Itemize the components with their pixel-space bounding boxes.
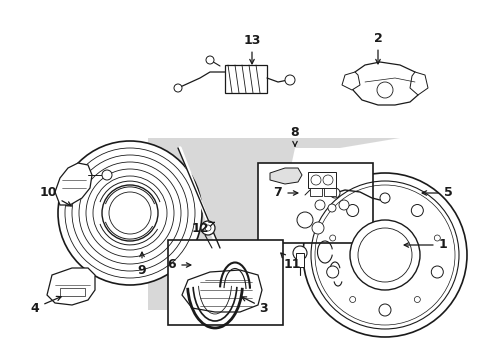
Text: 11: 11	[280, 253, 300, 271]
Circle shape	[204, 225, 210, 231]
Circle shape	[58, 141, 202, 285]
Text: 1: 1	[404, 238, 447, 252]
Polygon shape	[409, 72, 427, 95]
Polygon shape	[55, 163, 92, 205]
Circle shape	[381, 197, 387, 203]
Circle shape	[433, 235, 439, 241]
Bar	[258, 163, 372, 243]
Polygon shape	[341, 72, 359, 90]
Text: 8: 8	[290, 126, 299, 146]
Circle shape	[379, 193, 389, 203]
Circle shape	[338, 200, 348, 210]
Polygon shape	[47, 268, 95, 305]
Circle shape	[430, 266, 443, 278]
Circle shape	[376, 82, 392, 98]
Circle shape	[378, 304, 390, 316]
Polygon shape	[269, 168, 302, 184]
Bar	[324, 188, 335, 196]
Circle shape	[346, 204, 358, 216]
Circle shape	[349, 220, 419, 290]
Circle shape	[329, 188, 339, 198]
Bar	[168, 240, 283, 325]
Text: 9: 9	[138, 252, 146, 276]
Circle shape	[102, 170, 112, 180]
Circle shape	[205, 56, 214, 64]
Bar	[295, 253, 304, 267]
Circle shape	[326, 266, 338, 278]
Circle shape	[311, 222, 324, 234]
Circle shape	[201, 221, 215, 235]
Circle shape	[413, 297, 420, 302]
Circle shape	[314, 200, 325, 210]
Bar	[224, 65, 266, 93]
Circle shape	[174, 84, 182, 92]
Text: 7: 7	[273, 186, 297, 199]
Circle shape	[292, 246, 306, 260]
Circle shape	[102, 185, 158, 241]
Polygon shape	[351, 62, 419, 105]
Circle shape	[349, 297, 355, 302]
Circle shape	[285, 75, 294, 85]
Circle shape	[303, 173, 466, 337]
Text: 6: 6	[167, 258, 190, 271]
Polygon shape	[182, 270, 262, 312]
Circle shape	[296, 212, 312, 228]
Circle shape	[329, 235, 335, 241]
Circle shape	[410, 204, 423, 216]
Text: 12: 12	[191, 221, 214, 234]
Circle shape	[323, 175, 332, 185]
Text: 3: 3	[241, 297, 268, 315]
Bar	[60, 288, 85, 296]
Text: 2: 2	[373, 31, 382, 64]
Text: 4: 4	[31, 296, 61, 315]
Text: 5: 5	[421, 186, 451, 199]
Polygon shape	[148, 138, 399, 310]
Text: 10: 10	[39, 186, 71, 206]
Text: 13: 13	[243, 33, 260, 64]
Bar	[309, 188, 321, 196]
Circle shape	[327, 204, 335, 212]
Bar	[307, 172, 335, 188]
Circle shape	[310, 175, 320, 185]
